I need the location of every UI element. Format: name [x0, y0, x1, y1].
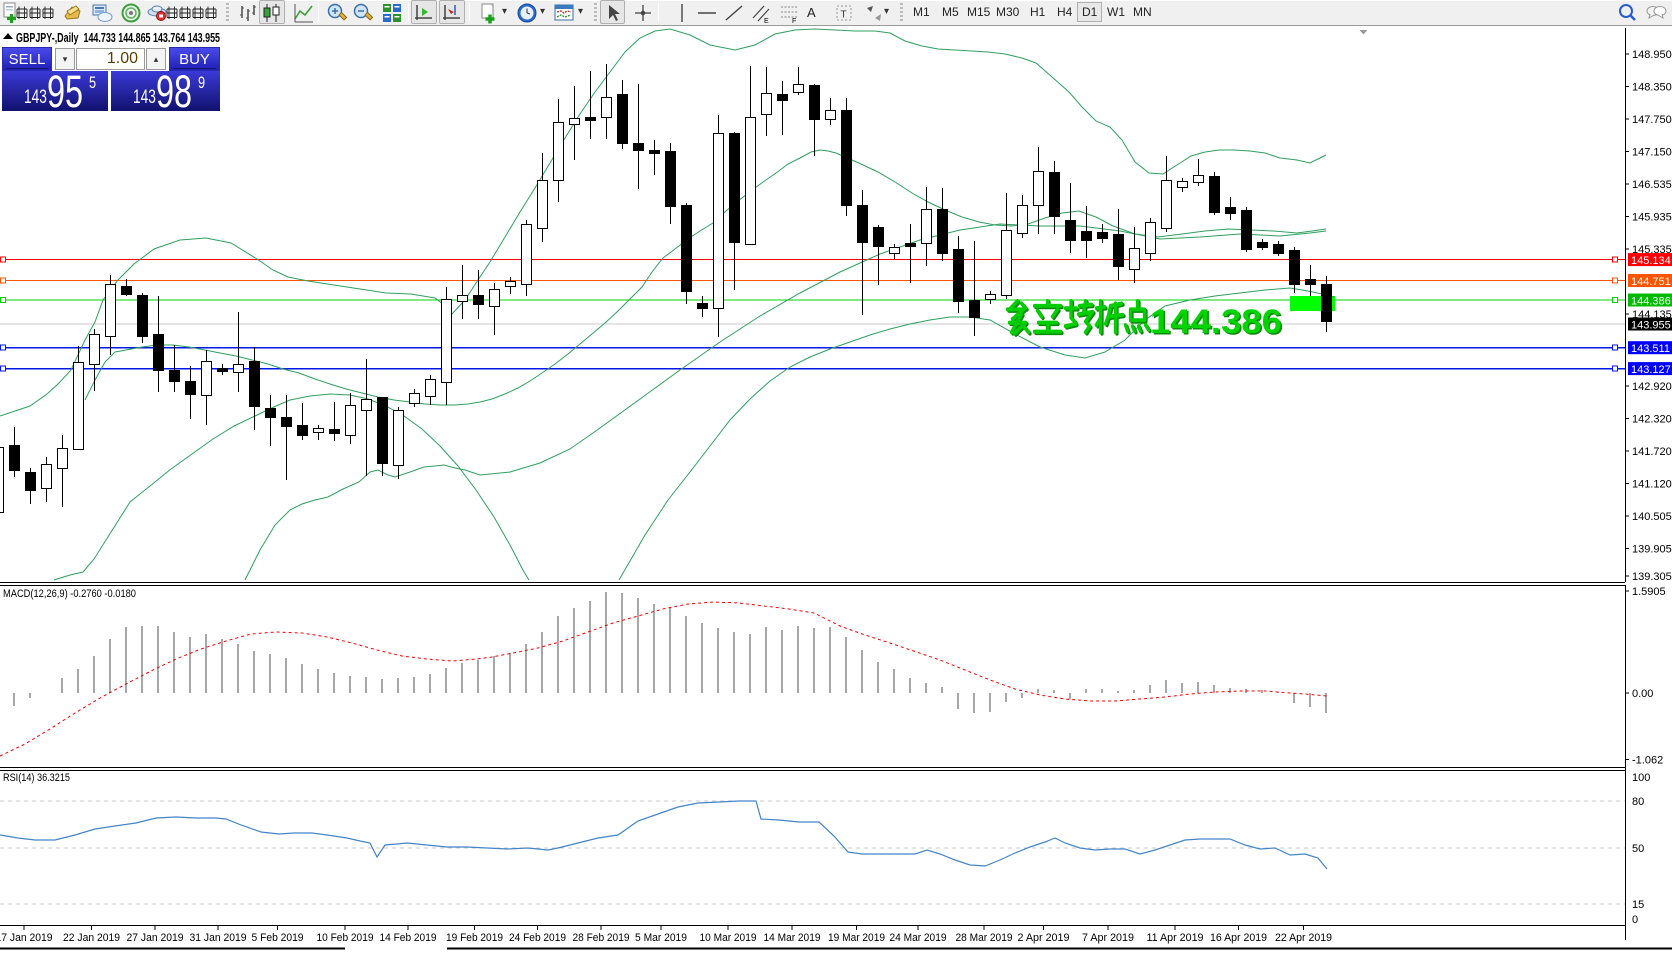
svg-text:139.305: 139.305: [1632, 571, 1672, 583]
svg-text:144.386: 144.386: [1152, 305, 1284, 343]
svg-text:140.505: 140.505: [1632, 511, 1672, 523]
svg-text:141.720: 141.720: [1632, 446, 1672, 458]
svg-text:139.905: 139.905: [1632, 544, 1672, 556]
svg-text:145.134: 145.134: [1631, 255, 1671, 267]
svg-text:80: 80: [1632, 796, 1644, 808]
svg-text:22 Jan 2019: 22 Jan 2019: [63, 932, 120, 944]
svg-text:143.955: 143.955: [1631, 320, 1671, 332]
svg-text:RSI(14) 36.3215: RSI(14) 36.3215: [3, 772, 70, 784]
svg-text:24 Feb 2019: 24 Feb 2019: [509, 932, 566, 944]
svg-text:143.127: 143.127: [1631, 364, 1671, 376]
svg-text:15: 15: [1632, 899, 1644, 911]
svg-text:148.350: 148.350: [1632, 82, 1672, 94]
svg-text:5 Mar 2019: 5 Mar 2019: [635, 932, 687, 944]
svg-text:144.751: 144.751: [1631, 276, 1671, 288]
svg-text:-1.062: -1.062: [1632, 754, 1663, 766]
svg-text:E: E: [764, 18, 769, 24]
svg-text:141.120: 141.120: [1632, 479, 1672, 491]
svg-text:1.5905: 1.5905: [1632, 586, 1666, 598]
svg-text:24 Mar 2019: 24 Mar 2019: [890, 932, 947, 944]
svg-text:148.950: 148.950: [1632, 49, 1672, 61]
svg-text:2 Apr 2019: 2 Apr 2019: [1018, 932, 1070, 944]
svg-text:16 Apr 2019: 16 Apr 2019: [1210, 932, 1267, 944]
svg-text:147.150: 147.150: [1632, 147, 1672, 159]
svg-text:31 Jan 2019: 31 Jan 2019: [190, 932, 247, 944]
svg-text:5 Feb 2019: 5 Feb 2019: [252, 932, 304, 944]
svg-text:22 Apr 2019: 22 Apr 2019: [1275, 932, 1332, 944]
svg-text:17 Jan 2019: 17 Jan 2019: [0, 932, 53, 944]
svg-text:F: F: [792, 18, 796, 24]
svg-text:0.00: 0.00: [1632, 688, 1653, 700]
svg-text:142.920: 142.920: [1632, 381, 1672, 393]
svg-text:11 Apr 2019: 11 Apr 2019: [1147, 932, 1204, 944]
svg-text:142.320: 142.320: [1632, 414, 1672, 426]
svg-text:146.535: 146.535: [1632, 179, 1672, 191]
svg-text:144.386: 144.386: [1150, 303, 1282, 341]
svg-text:28 Mar 2019: 28 Mar 2019: [956, 932, 1013, 944]
svg-text:19 Mar 2019: 19 Mar 2019: [828, 932, 885, 944]
svg-text:T: T: [841, 10, 847, 21]
svg-text:100: 100: [1632, 772, 1650, 784]
svg-text:144.386: 144.386: [1631, 296, 1671, 308]
svg-text:7 Apr 2019: 7 Apr 2019: [1082, 932, 1134, 944]
svg-text:0: 0: [1632, 914, 1638, 926]
svg-text:10 Feb 2019: 10 Feb 2019: [317, 932, 374, 944]
svg-text:143.511: 143.511: [1631, 343, 1670, 355]
svg-text:14 Mar 2019: 14 Mar 2019: [764, 932, 821, 944]
svg-text:50: 50: [1632, 843, 1644, 855]
svg-text:27 Jan 2019: 27 Jan 2019: [127, 932, 184, 944]
svg-text:145.335: 145.335: [1632, 244, 1672, 256]
svg-text:147.750: 147.750: [1632, 114, 1672, 126]
svg-text:MACD(12,26,9) -0.2760 -0.0180: MACD(12,26,9) -0.2760 -0.0180: [3, 588, 136, 600]
svg-text:145.935: 145.935: [1632, 212, 1672, 224]
svg-text:28 Feb 2019: 28 Feb 2019: [573, 932, 630, 944]
svg-text:GBPJPY-,Daily 144.733 144.865: GBPJPY-,Daily 144.733 144.865 143.764 14…: [16, 31, 220, 45]
svg-text:14 Feb 2019: 14 Feb 2019: [380, 932, 437, 944]
svg-text:19 Feb 2019: 19 Feb 2019: [446, 932, 503, 944]
svg-text:10 Mar 2019: 10 Mar 2019: [700, 932, 757, 944]
